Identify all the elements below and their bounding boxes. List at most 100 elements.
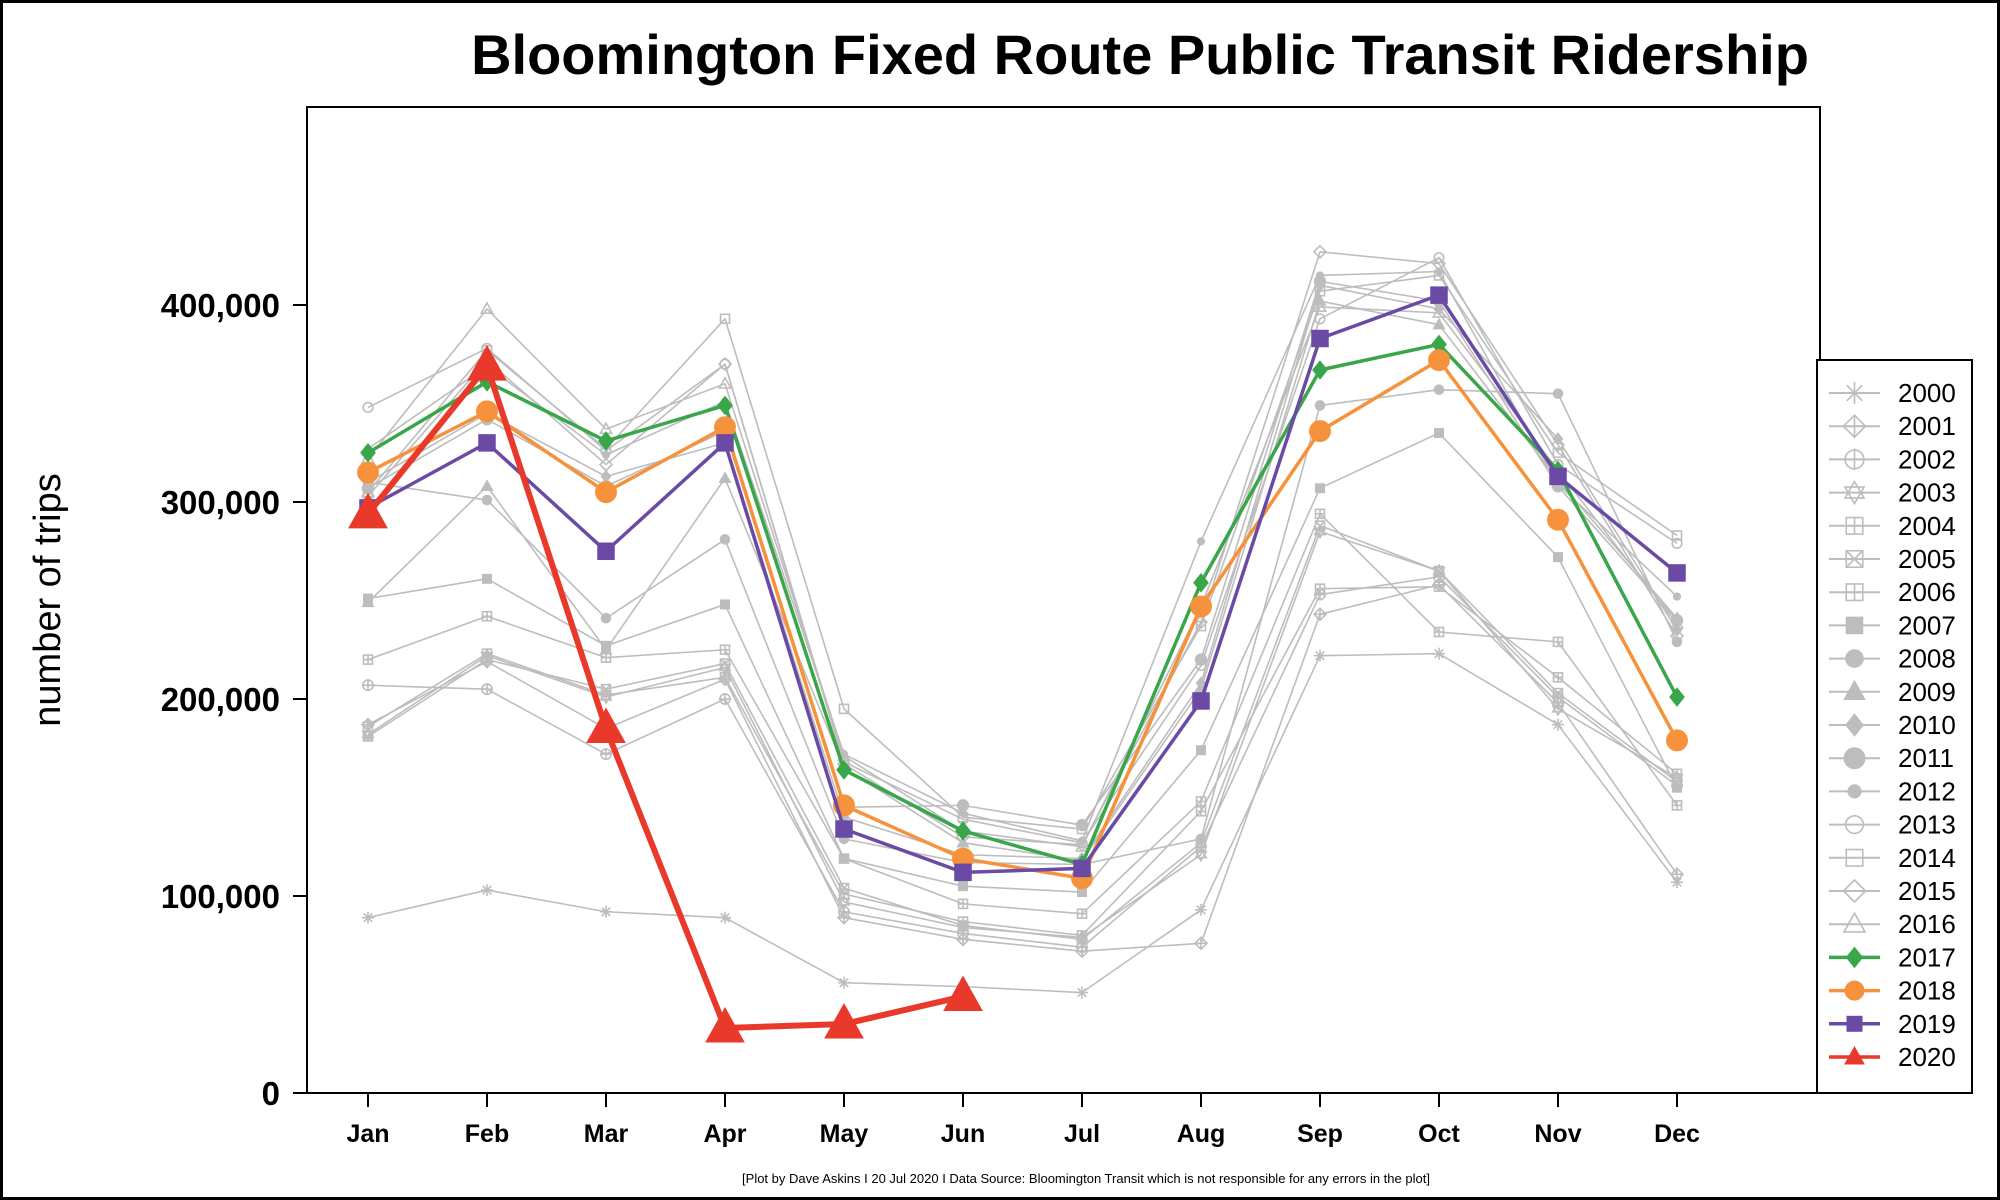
legend-marker — [1843, 747, 1866, 770]
series-2020 — [348, 345, 983, 1043]
y-axis: 0 100,000 200,000 300,000 400,000 — [161, 287, 308, 1112]
data-point-2013 — [362, 401, 374, 414]
x-tick-label: Oct — [1418, 1120, 1460, 1148]
data-point-2003 — [1551, 701, 1565, 717]
data-point-2018 — [595, 481, 617, 504]
data-point-2017 — [598, 431, 614, 451]
data-point-2004 — [481, 648, 493, 659]
data-point-2020 — [467, 345, 507, 381]
legend-entry-2002: 2002 — [1829, 444, 1956, 474]
data-point-2000 — [838, 976, 850, 989]
data-point-2015 — [1431, 256, 1447, 271]
data-point-2018 — [1666, 729, 1688, 752]
data-point-2004 — [1552, 672, 1564, 683]
series-line-2020 — [365, 363, 964, 1031]
legend-entry-2019: 2019 — [1829, 1009, 1956, 1039]
legend-marker — [1846, 1015, 1863, 1032]
data-point-2019 — [835, 820, 853, 838]
data-point-2019 — [1668, 564, 1686, 582]
data-point-2017 — [836, 760, 852, 780]
legend-entry-2003: 2003 — [1829, 478, 1956, 508]
x-tick-label: Jun — [941, 1120, 985, 1148]
legend-entry-2004: 2004 — [1829, 511, 1956, 541]
y-tick-label: 0 — [262, 1075, 280, 1112]
legend-entry-2008: 2008 — [1829, 644, 1956, 674]
legend-box — [1816, 359, 1973, 1094]
data-point-2009 — [599, 642, 613, 655]
data-point-2015 — [1193, 615, 1209, 630]
data-point-2014 — [1076, 823, 1088, 835]
data-point-2019 — [1073, 859, 1091, 878]
legend-entry-2006: 2006 — [1829, 577, 1956, 607]
legend-label: 2020 — [1898, 1042, 1956, 1072]
data-point-2006 — [1433, 626, 1445, 638]
series-2009 — [361, 294, 1684, 866]
data-point-2005 — [362, 731, 374, 742]
data-point-2018 — [476, 400, 498, 423]
legend-marker — [1842, 414, 1867, 439]
x-tick-label: Apr — [703, 1120, 746, 1148]
x-tick-label: Jul — [1064, 1120, 1100, 1148]
data-point-2003 — [1194, 847, 1208, 863]
data-point-2008 — [1314, 400, 1326, 411]
data-point-2018 — [357, 461, 379, 484]
legend-marker — [1845, 848, 1864, 867]
series-2005 — [362, 520, 1683, 945]
legend-marker — [1842, 878, 1867, 904]
chart-caption: [Plot by Dave Askins I 20 Jul 2020 I Dat… — [742, 1171, 1430, 1186]
data-point-2004 — [719, 672, 731, 683]
data-point-2006 — [719, 644, 731, 656]
series-line-2017 — [367, 342, 1679, 867]
data-point-2017 — [1193, 572, 1209, 593]
data-point-2015 — [717, 356, 733, 372]
legend-entry-2016: 2016 — [1829, 909, 1956, 939]
data-point-2012 — [1315, 271, 1325, 280]
data-point-2014 — [1433, 270, 1445, 281]
data-point-2000 — [1195, 903, 1207, 916]
x-tick-label: Sep — [1297, 1120, 1343, 1148]
data-point-2006 — [362, 654, 374, 665]
legend-entry-2015: 2015 — [1829, 876, 1956, 906]
y-tick-label: 200,000 — [161, 681, 280, 718]
data-point-2006 — [1314, 508, 1326, 520]
data-point-2005 — [1076, 934, 1088, 945]
series-line-2000 — [367, 652, 1678, 994]
data-point-2016 — [717, 376, 733, 389]
data-point-2009 — [361, 595, 375, 608]
series-2008 — [362, 384, 1683, 870]
legend-label: 2017 — [1898, 942, 1956, 972]
legend-label: 2003 — [1898, 478, 1956, 508]
legend-marker — [1845, 713, 1864, 737]
data-point-2012 — [1672, 592, 1682, 601]
data-point-2015 — [598, 457, 614, 472]
legend-label: 2004 — [1898, 511, 1956, 541]
legend-entry-2007: 2007 — [1829, 610, 1956, 640]
x-tick-label: May — [820, 1120, 869, 1148]
y-tick-label: 100,000 — [161, 878, 280, 915]
data-point-2016 — [1669, 616, 1685, 630]
data-point-2013 — [1195, 659, 1207, 672]
data-point-2019 — [954, 863, 972, 882]
data-point-2019 — [1192, 692, 1210, 710]
y-tick-label: 300,000 — [161, 484, 280, 521]
y-tick-label: 400,000 — [161, 287, 280, 324]
data-point-2008 — [1552, 388, 1564, 399]
data-point-2005 — [1552, 687, 1564, 699]
series-line-2004 — [367, 585, 1678, 937]
data-point-2019 — [1430, 286, 1448, 304]
data-point-2012 — [1196, 537, 1206, 546]
data-point-2005 — [600, 683, 612, 695]
data-point-2007 — [1434, 428, 1444, 439]
data-point-2007 — [958, 881, 968, 892]
data-point-2018 — [1190, 595, 1212, 618]
legend-entry-2010: 2010 — [1829, 710, 1956, 740]
data-point-2009 — [718, 471, 732, 484]
data-point-2010 — [1195, 676, 1207, 691]
data-point-2007 — [839, 853, 849, 864]
data-point-2008 — [719, 534, 731, 545]
series-line-2006 — [367, 513, 1678, 915]
legend-marker — [1843, 679, 1866, 700]
data-point-2002 — [481, 683, 493, 696]
